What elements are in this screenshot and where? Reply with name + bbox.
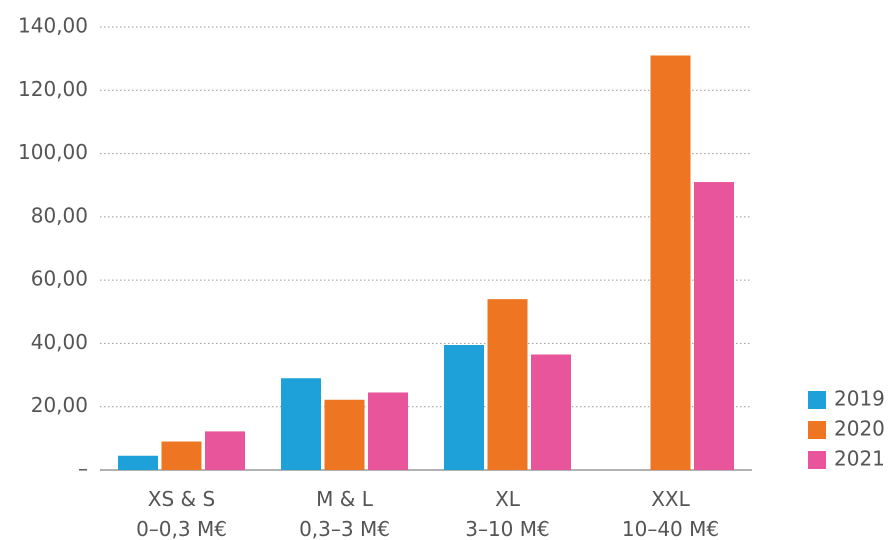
bar — [694, 182, 734, 471]
x-tick-label: XL 3–10 M€ — [465, 487, 550, 540]
y-tick-label: 40,00 — [31, 330, 88, 354]
bar — [531, 354, 571, 470]
legend-swatch — [808, 451, 826, 469]
bar — [118, 455, 158, 470]
x-tick-line: XL — [495, 487, 521, 511]
bar — [650, 55, 691, 470]
legend-label: 2021 — [834, 447, 885, 471]
x-tick-line: 0,3–3 M€ — [299, 517, 390, 540]
legend-swatch — [808, 391, 826, 409]
y-tick-label: 100,00 — [18, 140, 88, 164]
bar — [161, 441, 202, 470]
x-tick-line: 3–10 M€ — [465, 517, 550, 540]
y-tick-label: – — [78, 457, 88, 481]
bar — [487, 299, 528, 470]
legend-label: 2020 — [834, 417, 885, 441]
x-tick-label: M & L 0,3–3 M€ — [299, 487, 390, 540]
x-tick-label: XXL 10–40 M€ — [622, 487, 719, 540]
x-tick-line: XS & S — [148, 487, 215, 511]
legend-swatch — [808, 421, 826, 439]
bar — [444, 345, 484, 470]
x-tick-label: XS & S 0–0,3 M€ — [136, 487, 227, 540]
x-tick-line: XXL — [651, 487, 690, 511]
bar — [281, 378, 321, 470]
legend-label: 2019 — [834, 387, 885, 411]
bar — [368, 392, 408, 470]
x-tick-line: M & L — [316, 487, 374, 511]
y-tick-label: 20,00 — [31, 393, 88, 417]
x-tick-line: 10–40 M€ — [622, 517, 719, 540]
y-tick-label: 60,00 — [31, 267, 88, 291]
y-tick-label: 120,00 — [18, 77, 88, 101]
bar — [205, 431, 245, 470]
x-tick-line: 0–0,3 M€ — [136, 517, 227, 540]
y-tick-label: 80,00 — [31, 203, 88, 227]
bar — [324, 399, 365, 470]
y-tick-label: 140,00 — [18, 14, 88, 38]
